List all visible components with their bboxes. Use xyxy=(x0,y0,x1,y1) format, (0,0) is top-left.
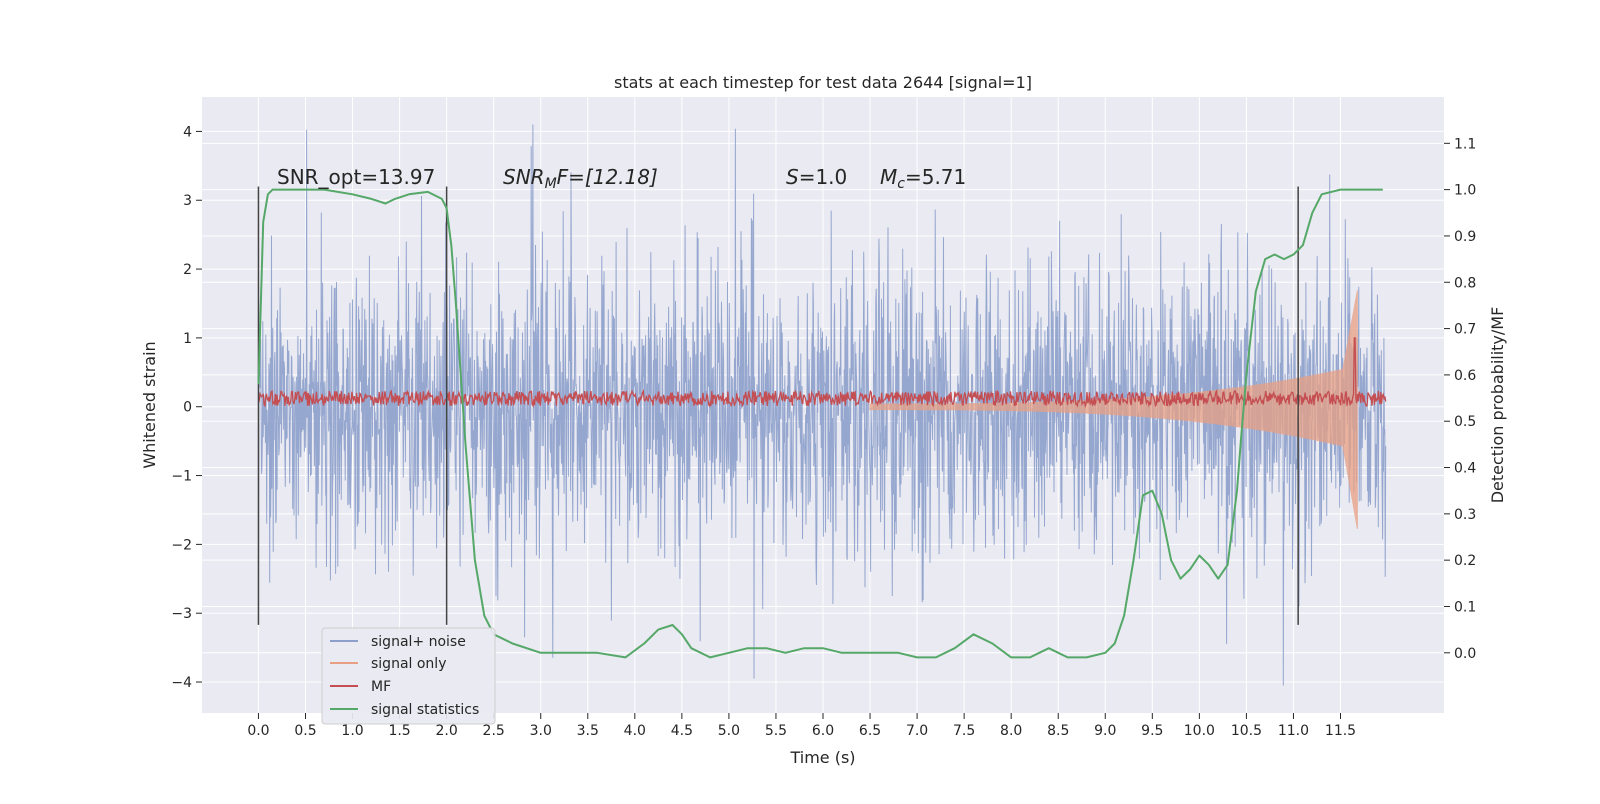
left-y-axis-ticks: −4 −3 −2 −1 0 1 2 3 4 xyxy=(171,124,202,691)
snr-mf-sub: M xyxy=(545,176,557,192)
right-y-tick-label: 0.9 xyxy=(1454,229,1476,245)
x-tick-label: 10.5 xyxy=(1231,723,1262,739)
right-y-tick-label: 0.2 xyxy=(1454,553,1476,569)
x-tick-label: 5.5 xyxy=(765,723,787,739)
snr-opt-annotation: SNR_opt=13.97 xyxy=(277,165,435,189)
right-y-tick-label: 0.1 xyxy=(1454,599,1476,615)
right-y-tick-label: 0.5 xyxy=(1454,414,1476,430)
right-y-tick-label: 0.4 xyxy=(1454,461,1476,477)
mc-sub: c xyxy=(897,176,905,192)
x-axis-label: Time (s) xyxy=(789,748,855,767)
left-y-tick-label: 1 xyxy=(183,331,192,347)
x-tick-label: 11.5 xyxy=(1325,723,1356,739)
right-y-tick-label: 0.0 xyxy=(1454,646,1476,662)
signal-statistics-line xyxy=(257,188,1383,659)
s-annotation: S=1.0 xyxy=(786,165,847,189)
left-y-tick-label: −2 xyxy=(171,537,192,553)
x-tick-label: 1.0 xyxy=(341,723,363,739)
x-tick-label: 2.5 xyxy=(483,723,505,739)
x-tick-label: 1.5 xyxy=(388,723,410,739)
mc-annotation: Mc=5.71 xyxy=(880,165,966,192)
snr-mf-annotation: SNRMF=[12.18] xyxy=(503,165,658,192)
left-y-tick-label: 3 xyxy=(183,193,192,209)
x-tick-label: 7.5 xyxy=(953,723,975,739)
x-tick-label: 9.0 xyxy=(1094,723,1116,739)
x-tick-label: 10.0 xyxy=(1184,723,1215,739)
x-tick-label: 4.5 xyxy=(671,723,693,739)
annotations: SNR_opt=13.97 SNRMF=[12.18] S=1.0 Mc=5.7… xyxy=(277,165,966,192)
left-y-tick-label: −3 xyxy=(171,606,192,622)
snr-mf-main: SNR xyxy=(503,165,545,189)
legend-label-signal-only: signal only xyxy=(371,656,446,672)
right-y-axis-label: Detection probability/MF xyxy=(1488,307,1507,504)
right-y-tick-label: 0.6 xyxy=(1454,368,1476,384)
legend: signal+ noise signal only MF signal stat… xyxy=(321,627,496,725)
x-tick-label: 3.5 xyxy=(577,723,599,739)
vertical-marker-lines xyxy=(257,186,1299,625)
x-tick-label: 8.5 xyxy=(1047,723,1069,739)
x-tick-label: 6.5 xyxy=(859,723,881,739)
x-tick-label: 11.0 xyxy=(1278,723,1309,739)
right-y-tick-label: 0.7 xyxy=(1454,322,1476,338)
left-y-tick-label: 2 xyxy=(183,262,192,278)
legend-label-mf: MF xyxy=(371,679,391,695)
chart-title: stats at each timestep for test data 264… xyxy=(614,73,1032,92)
snr-mf-rest: F=[12.18] xyxy=(557,165,658,189)
right-y-tick-label: 0.8 xyxy=(1454,275,1476,291)
x-tick-label: 5.0 xyxy=(718,723,740,739)
x-tick-label: 8.0 xyxy=(1000,723,1022,739)
right-y-axis-ticks: 0.0 0.1 0.2 0.3 0.4 0.5 0.6 0.7 0.8 0.9 1.0 1.1 xyxy=(1444,136,1476,662)
right-y-tick-label: 1.1 xyxy=(1454,136,1476,152)
legend-box xyxy=(321,627,496,725)
x-tick-label: 6.0 xyxy=(812,723,834,739)
left-y-tick-label: 0 xyxy=(183,400,192,416)
legend-label-signal-statistics: signal statistics xyxy=(371,702,479,718)
s-rest: =1.0 xyxy=(799,165,848,189)
legend-label-signal-noise: signal+ noise xyxy=(371,634,466,650)
left-y-tick-label: 4 xyxy=(183,124,192,140)
x-tick-label: 9.5 xyxy=(1141,723,1163,739)
right-y-tick-label: 0.3 xyxy=(1454,507,1476,523)
mc-rest: =5.71 xyxy=(905,165,966,189)
x-tick-label: 0.5 xyxy=(294,723,316,739)
x-tick-label: 4.0 xyxy=(624,723,646,739)
x-tick-label: 3.0 xyxy=(530,723,552,739)
x-axis-ticks: 0.0 0.5 1.0 1.5 2.0 2.5 3.0 3.5 4.0 4.5 5.0 5.5 6.0 6… xyxy=(247,713,1356,739)
x-tick-label: 0.0 xyxy=(247,723,269,739)
left-y-axis-label: Whitened strain xyxy=(140,341,159,468)
x-tick-label: 2.0 xyxy=(436,723,458,739)
left-y-tick-label: −4 xyxy=(171,675,192,691)
signal-statistics-series xyxy=(257,188,1383,659)
x-tick-label: 7.0 xyxy=(906,723,928,739)
s-main: S xyxy=(786,165,799,189)
right-y-tick-label: 1.0 xyxy=(1454,183,1476,199)
left-y-tick-label: −1 xyxy=(171,469,192,485)
mc-main: M xyxy=(880,165,897,189)
